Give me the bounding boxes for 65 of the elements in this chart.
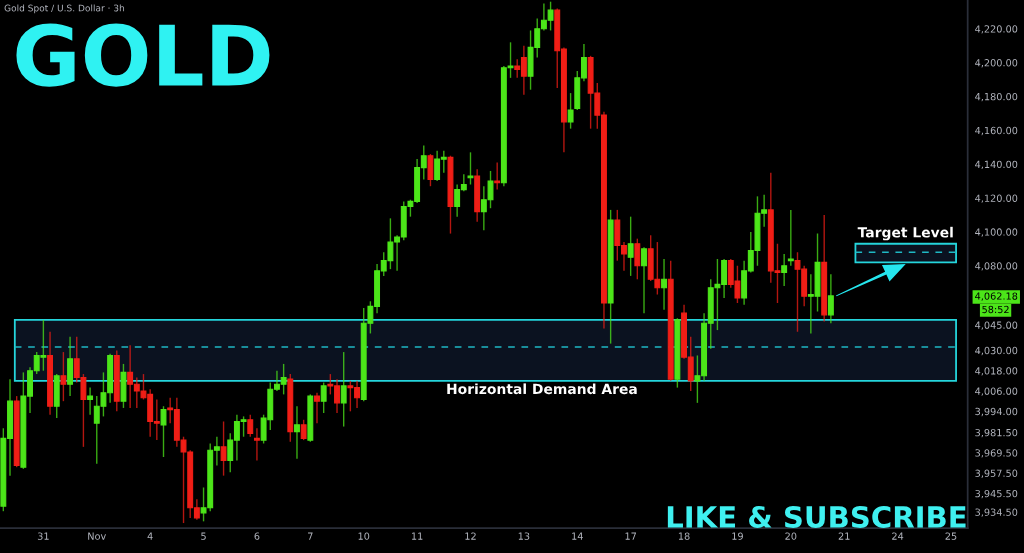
x-tick-label: 4 [147,532,153,540]
y-tick-label: 4,120.00 [975,194,1018,203]
candlestick [220,420,227,477]
y-tick-label: 4,100.00 [975,228,1018,237]
y-tick-label: 4,062.18 [975,292,1018,301]
candlestick [787,209,794,267]
candlestick [661,258,667,311]
annotation: LIKE & SUBSCRIBE [667,505,966,528]
x-tick-label: 21 [838,532,850,540]
y-tick-label: 3,994.00 [975,407,1018,417]
candlestick [567,92,574,130]
band-label: Horizontal Demand Area [447,383,637,395]
x-tick-label: 13 [518,532,530,540]
y-tick-label: 4,180.00 [975,92,1018,102]
x-tick-label: 19 [732,532,743,540]
candlestick [60,351,67,402]
y-tick-label: 4,140.00 [975,160,1018,170]
band-label: Target Level [857,226,953,241]
candlestick [314,392,320,424]
y-tick-label: 3,969.50 [975,449,1018,458]
y-tick-label: 4,160.00 [975,126,1018,136]
y-tick-label: 4,220.00 [975,25,1018,34]
candlestick [160,405,167,458]
x-tick-label: 17 [625,532,637,540]
candlestick [427,153,434,187]
y-tick-label: 4,030.00 [975,346,1018,356]
x-tick-label: 25 [945,532,957,540]
x-tick-label: 12 [465,532,476,540]
y-tick-label: 3,981.50 [975,428,1018,438]
x-tick-label: 24 [892,532,904,540]
candlestick [300,419,307,441]
candlestick [627,215,634,277]
candlestick [340,351,347,428]
x-tick-label: 20 [785,532,797,540]
x-tick-label: 5 [201,532,206,540]
x-tick-label: 6 [254,532,260,540]
candlestick [634,237,641,280]
x-tick-label: 31 [37,532,49,540]
candlestick [494,161,501,191]
text: 58:52 [982,305,1009,314]
candlestick [247,414,254,438]
x-tick-label: 7 [308,532,313,540]
y-tick-label: 4,080.00 [975,262,1018,271]
y-tick-label: 4,006.00 [975,387,1018,396]
y-tick-label: 3,934.50 [975,508,1018,517]
y-tick-label: 3,957.50 [975,469,1018,478]
chart-title: GOLD [16,23,270,87]
candlestick [87,386,94,416]
y-tick-label: 4,018.00 [975,367,1018,376]
x-tick-label: Nov [88,532,106,540]
y-tick-label: 3,945.50 [975,489,1018,499]
candlestick [827,273,834,324]
y-tick-label: 4,200.00 [975,59,1018,68]
chart-subtitle: Gold Spot / U.S. Dollar · 3h [4,4,125,14]
x-tick-label: 18 [678,532,690,540]
x-tick-label: 14 [572,532,583,540]
candlestick [781,253,788,287]
candlestick [467,151,474,186]
candlestick [253,427,260,462]
candlestick [641,246,647,314]
candlestick [294,405,300,460]
x-tick-label: 10 [358,532,370,540]
x-tick-label: 11 [411,532,423,540]
candlestick [320,381,327,414]
y-tick-label: 4,045.00 [975,321,1018,330]
